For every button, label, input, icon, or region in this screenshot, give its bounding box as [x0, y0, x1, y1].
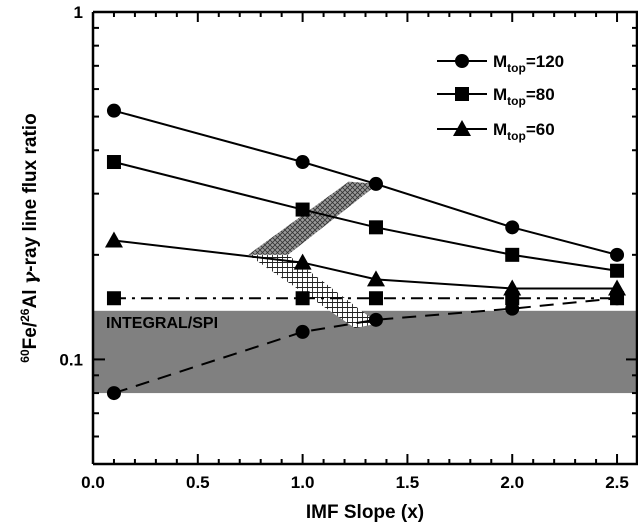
legend: Mtop=120 Mtop=80 Mtop=60	[437, 52, 564, 143]
data-point-circle	[610, 247, 625, 262]
data-point-circle	[106, 386, 121, 401]
legend-entry-mtop-120: Mtop=120	[437, 52, 564, 75]
legend-entry-mtop-60: Mtop=60	[437, 120, 555, 143]
legend-label-val: =80	[526, 85, 555, 104]
data-point-triangle	[366, 270, 385, 287]
data-point-square	[505, 247, 520, 262]
y-axis-title-gamma: γ	[19, 270, 41, 284]
data-point-circle	[295, 155, 310, 170]
x-tick-label: 0.0	[81, 473, 105, 492]
data-point-circle	[106, 103, 121, 118]
x-tick-label: 1.5	[396, 473, 420, 492]
data-point-triangle	[104, 231, 123, 248]
svg-text:Mtop=120: Mtop=120	[493, 52, 564, 75]
data-point-square	[106, 155, 121, 170]
data-point-circle	[610, 291, 625, 306]
series-line-2	[113, 239, 618, 290]
y-axis-title-sup2: 26	[18, 308, 32, 322]
data-point-square	[295, 202, 310, 217]
tick-label-layer: 0.0 0.5 1.0 1.5 2.0 2.5 0.1 1	[59, 3, 628, 492]
data-point-circle	[368, 312, 383, 327]
series-layer	[104, 103, 627, 401]
hatched-region-crosshatch-light	[248, 254, 379, 329]
observation-band-label: INTEGRAL/SPI	[106, 315, 218, 332]
data-point-circle	[505, 220, 520, 235]
legend-marker-triangle	[453, 120, 471, 136]
data-point-square	[505, 291, 520, 306]
legend-label-sub: top	[507, 129, 526, 143]
svg-text:Mtop=80: Mtop=80	[493, 85, 555, 108]
legend-label-main: M	[493, 120, 507, 139]
x-axis-title: IMF Slope (x)	[306, 502, 424, 523]
legend-label-sub: top	[507, 61, 526, 75]
hatched-region-crosshatch-dark	[248, 181, 379, 255]
legend-entry-mtop-80: Mtop=80	[437, 85, 555, 108]
y-axis-title-sup1: 60	[18, 349, 32, 363]
hatched-regions-layer	[248, 181, 379, 329]
data-point-square	[106, 291, 121, 306]
legend-marker-circle	[455, 54, 469, 68]
legend-label-main: M	[493, 52, 507, 71]
legend-marker-square	[455, 87, 469, 101]
data-point-square	[295, 291, 310, 306]
legend-label-main: M	[493, 85, 507, 104]
series-line-1	[113, 161, 618, 272]
y-axis-title-el2: Al	[20, 284, 41, 308]
series-line-4	[113, 297, 618, 395]
legend-label-val: =120	[526, 52, 564, 71]
svg-text:Mtop=60: Mtop=60	[493, 120, 555, 143]
data-point-circle	[505, 301, 520, 316]
y-axis-title: 60Fe/26Al γ-ray line flux ratio	[18, 113, 41, 362]
y-tick-label: 0.1	[59, 350, 83, 369]
legend-label-val: =60	[526, 120, 555, 139]
x-tick-label: 2.5	[605, 473, 629, 492]
data-point-circle	[368, 176, 383, 191]
data-point-square	[368, 291, 383, 306]
data-point-square	[610, 263, 625, 278]
y-tick-label: 1	[74, 3, 83, 22]
x-tick-label: 1.0	[291, 473, 315, 492]
y-axis-title-el1: Fe/	[20, 321, 41, 349]
data-point-triangle	[293, 253, 312, 270]
legend-label-sub: top	[507, 94, 526, 108]
x-tick-label: 0.5	[186, 473, 210, 492]
x-tick-label: 2.0	[500, 473, 524, 492]
data-point-circle	[295, 324, 310, 339]
axes-layer	[91, 10, 638, 466]
y-axis-title-rest: -ray line flux ratio	[20, 113, 41, 271]
data-point-square	[368, 220, 383, 235]
